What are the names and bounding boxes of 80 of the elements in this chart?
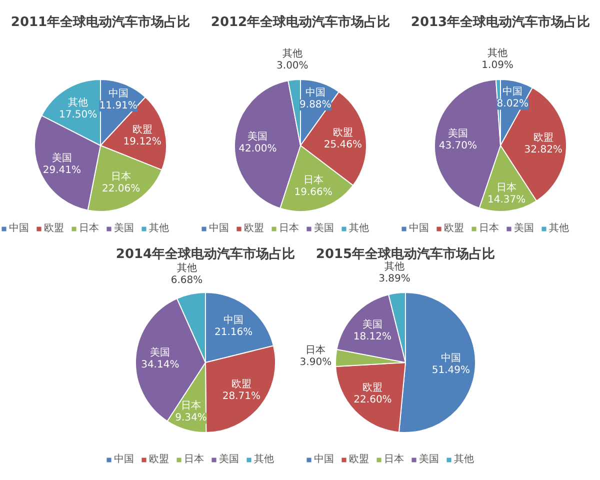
slice-label: 其他 xyxy=(282,47,302,60)
legend-label: 日本 xyxy=(279,222,299,235)
data-label: 22.60% xyxy=(354,394,392,406)
legend-label: 中国 xyxy=(9,222,29,235)
slice-label: 日本 xyxy=(306,344,326,356)
legend-label: 其他 xyxy=(349,222,369,235)
data-label: 19.66% xyxy=(294,186,332,198)
slice-label: 欧盟 xyxy=(231,378,252,390)
data-label: 8.02% xyxy=(496,98,529,110)
data-label: 3.89% xyxy=(378,274,410,285)
slice-label: 美国 xyxy=(150,346,170,358)
data-label: 3.90% xyxy=(300,357,332,368)
legend-label: 其他 xyxy=(149,222,169,235)
legend-label: 日本 xyxy=(384,452,404,466)
slice-label: 日本 xyxy=(496,181,517,194)
data-label: 3.00% xyxy=(276,60,308,72)
legend-label: 日本 xyxy=(184,452,204,466)
data-label: 21.16% xyxy=(214,327,253,338)
legend-label: 日本 xyxy=(479,222,499,235)
slice-label: 其他 xyxy=(176,262,197,274)
slice-label: 日本 xyxy=(303,174,324,186)
slice-label: 中国 xyxy=(108,88,128,100)
data-label: 14.37% xyxy=(487,194,526,206)
data-label: 18.12% xyxy=(353,332,392,343)
slice-label: 中国 xyxy=(502,86,523,98)
category-label: 中国 xyxy=(314,454,334,465)
slice-label: 美国 xyxy=(448,127,468,140)
category-label: 欧盟 xyxy=(244,223,264,234)
chart-title: 2013年全球电动汽车市场占比 xyxy=(410,14,590,30)
data-label: 1.09% xyxy=(482,60,514,72)
slice-label: 美国 xyxy=(52,152,72,164)
slice-label: 中国 xyxy=(440,352,461,364)
slice-label: 欧盟 xyxy=(132,124,152,136)
legend-label: 欧盟 xyxy=(149,453,169,466)
data-label: 43.70% xyxy=(438,140,478,152)
legend-label: 日本 xyxy=(79,222,99,235)
category-label: 欧盟 xyxy=(444,223,464,234)
data-label: 25.46% xyxy=(324,140,362,151)
slice-label: 中国 xyxy=(305,86,326,98)
slice-label: 欧盟 xyxy=(362,382,383,394)
chart-title: 2015年全球电动汽车市场占比 xyxy=(316,246,496,262)
data-label: 11.91% xyxy=(99,100,138,112)
chart-title: 2012年全球电动汽车市场占比 xyxy=(210,14,390,30)
legend-label: 美国 xyxy=(314,222,334,235)
slice-label: 其他 xyxy=(384,260,405,273)
slice-label: 美国 xyxy=(362,318,382,331)
slice-label: 欧盟 xyxy=(332,126,353,139)
legend-label: 美国 xyxy=(219,452,239,466)
data-label: 9.34% xyxy=(175,412,207,424)
data-label: 32.82% xyxy=(524,144,562,156)
data-label: 19.12% xyxy=(123,136,162,148)
slice-label: 欧盟 xyxy=(533,131,554,144)
category-label: 中国 xyxy=(209,223,229,234)
slice-label: 欧盟 xyxy=(349,453,369,466)
slice-label: 美国 xyxy=(248,130,268,142)
legend-label: 中国 xyxy=(114,452,134,466)
category-label: 中国 xyxy=(409,223,429,234)
legend-label: 美国 xyxy=(419,452,439,466)
data-label: 22.06% xyxy=(102,184,140,195)
legend-label: 美国 xyxy=(514,222,534,235)
slice-label: 日本 xyxy=(180,400,201,412)
slice-label: 中国 xyxy=(224,314,244,326)
data-label: 9.88% xyxy=(300,99,332,110)
data-label: 34.14% xyxy=(141,359,180,370)
legend-label: 其他 xyxy=(454,452,474,466)
data-label: 51.49% xyxy=(432,365,470,376)
legend-label: 其他 xyxy=(254,452,274,466)
data-label: 28.71% xyxy=(222,390,261,402)
chart-title: 2014年全球电动汽车市场占比 xyxy=(116,246,296,262)
data-label: 17.50% xyxy=(59,109,98,120)
data-label: 29.41% xyxy=(42,164,81,176)
slice-label: 其他 xyxy=(68,96,88,108)
data-label: 6.68% xyxy=(170,274,203,286)
slice-label: 其他 xyxy=(488,47,508,60)
data-label: 42.00% xyxy=(238,143,277,154)
legend-label: 其他 xyxy=(549,222,569,235)
legend-label: 美国 xyxy=(114,222,134,235)
slice-label: 日本 xyxy=(111,170,132,183)
chart-title: 2011年全球电动汽车市场占比 xyxy=(10,14,190,30)
legend-label: 欧盟 xyxy=(44,222,64,235)
